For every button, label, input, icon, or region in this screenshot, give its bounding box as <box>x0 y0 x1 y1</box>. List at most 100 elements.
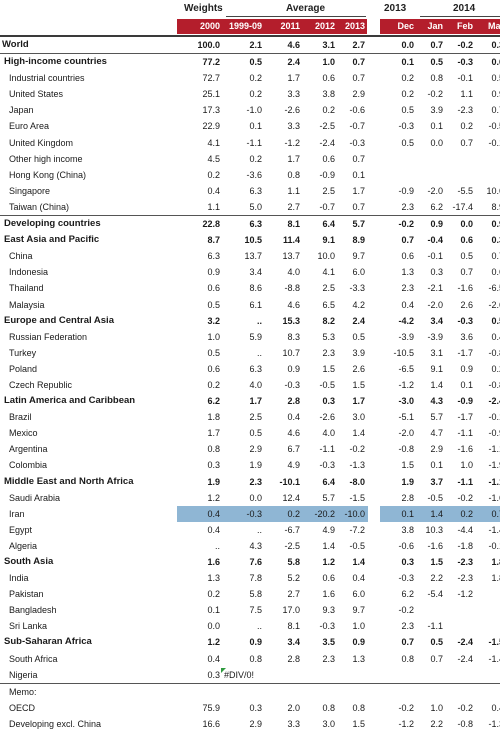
table-row: Saudi Arabia 1.2 0.0 12.4 5.7 -1.5 2.8 -0.5 -0.2… <box>0 490 500 506</box>
cell-value: -10.1 <box>279 476 300 487</box>
cell-value: -1.0 <box>246 105 262 116</box>
table-row: South Asia 1.6 7.6 5.8 1.2 1.4 0.3 1.5 -2.3 1.8 <box>0 554 500 570</box>
cell-value: 0.3 <box>207 669 220 680</box>
row-highlight-right <box>380 505 500 522</box>
cell-value: -2.0 <box>398 428 414 439</box>
cell-value: 3.1 <box>430 347 443 358</box>
cell-value: 1.0 <box>207 331 220 342</box>
cell-value: -0.3 <box>246 508 262 519</box>
row-label: Nigeria <box>9 669 38 680</box>
cell-value: -1.2 <box>457 589 473 600</box>
cell-value: 4.0 <box>287 267 300 278</box>
cell-value: 0.9 <box>287 363 300 374</box>
cell-value: 0.1 <box>352 169 365 180</box>
cell-value: -1.8 <box>457 540 473 551</box>
col-header-1999-09: 1999-09 <box>228 21 262 31</box>
cell-value: 2.4 <box>352 315 365 326</box>
cell-value: 10.7 <box>282 347 300 358</box>
cell-value: -0.7 <box>349 121 365 132</box>
cell-value: 6.3 <box>249 185 262 196</box>
cell-value: -0.3 <box>284 379 300 390</box>
table-row: United Kingdom 4.1 -1.1 -1.2 -2.4 -0.3 0.5 0.0 0… <box>0 135 500 151</box>
cell-value: 2.1 <box>249 40 262 50</box>
cell-value: 3.1 <box>322 40 335 50</box>
cell-value: 1.5 <box>430 557 443 567</box>
cell-value: -0.5 <box>427 492 443 503</box>
cell-value: 0.7 <box>401 235 414 246</box>
cell-value: 4.6 <box>287 299 300 310</box>
header-band-right <box>380 19 500 34</box>
cell-value: -2.0 <box>427 299 443 310</box>
table-row: Sri Lanka 0.0.. 8.1 -0.3 1.0 2.3 -1.1 <box>0 618 500 634</box>
cell-value: 16.6 <box>202 718 220 729</box>
cell-value: 2.5 <box>249 412 262 423</box>
cell-value: 1.2 <box>207 637 220 648</box>
cell-value: -8.8 <box>284 283 300 294</box>
row-label: Euro Area <box>9 121 50 132</box>
row-highlight-left <box>177 505 368 522</box>
cell-value: 0.2 <box>207 589 220 600</box>
cell-value: 2.4 <box>287 57 300 68</box>
table-row: Memo: <box>0 684 500 700</box>
cell-value: 6.5 <box>322 299 335 310</box>
cell-value: -0.9 <box>488 428 500 439</box>
cell-value: 1.8 <box>491 557 500 567</box>
cell-value: 0.2 <box>249 153 262 164</box>
cell-value: 5.3 <box>322 331 335 342</box>
cell-value: 10.6 <box>486 185 500 196</box>
cell-value: 0.5 <box>401 137 414 148</box>
cell-value: 0.7 <box>430 40 443 50</box>
cell-value: -2.0 <box>427 185 443 196</box>
cell-value: 0.4 <box>491 702 500 713</box>
cell-value: 7.6 <box>249 557 262 567</box>
cell-value: -5.1 <box>398 412 414 423</box>
cell-value: -2.1 <box>427 283 443 294</box>
table-row: Bangladesh 0.1 7.5 17.0 9.3 9.7 -0.2 <box>0 602 500 618</box>
row-label: Colombia <box>9 460 48 471</box>
cell-value: 9.7 <box>352 251 365 262</box>
cell-value: 0.9 <box>460 363 473 374</box>
cell-value: 8.6 <box>249 283 262 294</box>
cell-value: 0.0 <box>401 40 414 50</box>
col-header-2013: 2013 <box>344 21 365 31</box>
cell-value: 2.7 <box>287 201 300 212</box>
cell-value: 4.5 <box>207 153 220 164</box>
cell-value: 9.7 <box>352 605 365 616</box>
table-body: World 100.0 2.1 4.6 3.1 2.7 0.0 0.7 -0.2 0.3 High-… <box>0 37 500 732</box>
cell-value: 3.8 <box>401 524 414 535</box>
cell-value: 1.2 <box>207 492 220 503</box>
cell-value: -2.6 <box>488 299 500 310</box>
table-row: Mexico 1.7 0.5 4.6 4.0 1.4 -2.0 4.7 -1.1 -0.9 <box>0 425 500 441</box>
table-row: World 100.0 2.1 4.6 3.1 2.7 0.0 0.7 -0.2 0.3 <box>0 37 500 53</box>
table-row: Turkey 0.5.. 10.7 2.3 3.9 -10.5 3.1 -1.7 -0.8 <box>0 345 500 361</box>
cell-value: 0.2 <box>249 89 262 100</box>
cell-value: 4.6 <box>287 428 300 439</box>
cell-value: 6.2 <box>430 201 443 212</box>
cell-value: 4.2 <box>352 299 365 310</box>
cell-value: -2.4 <box>457 637 473 648</box>
row-label: OECD <box>9 702 36 713</box>
cell-value: 0.3 <box>401 557 414 567</box>
cell-value: 5.9 <box>249 331 262 342</box>
cell-value: -1.5 <box>349 492 365 503</box>
cell-value: 0.1 <box>430 121 443 132</box>
cell-value: 1.1 <box>207 201 220 212</box>
cell-value: 13.7 <box>244 251 262 262</box>
cell-value: 0.8 <box>207 444 220 455</box>
cell-value: -3.3 <box>349 283 365 294</box>
row-label: Japan <box>9 105 34 116</box>
cell-value: 1.6 <box>322 589 335 600</box>
table-row: Middle East and North Africa 1.9 2.3 -10.1 6… <box>0 474 500 490</box>
col-header-mar: Mar <box>487 21 500 31</box>
table-row: Pakistan 0.2 5.8 2.7 1.6 6.0 6.2 -5.4 -1.2 <box>0 586 500 602</box>
cell-value: 10.0 <box>317 251 335 262</box>
cell-value: -10.0 <box>344 508 365 519</box>
cell-value: -0.3 <box>457 57 473 68</box>
cell-value: 0.1 <box>401 57 414 68</box>
cell-value: -2.4 <box>488 396 500 407</box>
cell-value: 0.6 <box>322 73 335 84</box>
cell-value: 3.4 <box>430 315 443 326</box>
row-label: Brazil <box>9 412 32 423</box>
cell-value: -0.9 <box>398 185 414 196</box>
row-label: Middle East and North Africa <box>4 475 134 487</box>
